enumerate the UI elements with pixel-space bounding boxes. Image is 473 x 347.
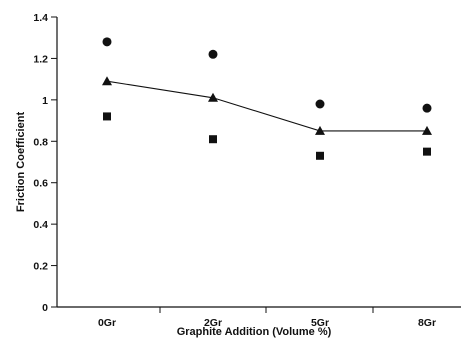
y-tick-label: 0.4 bbox=[33, 219, 48, 231]
series-line bbox=[106, 80, 427, 132]
circle-point bbox=[315, 99, 325, 109]
y-axis-ticks: 0 0.2 0.4 0.6 0.8 1 1.2 1.4 bbox=[33, 12, 57, 314]
y-tick-label: 0.6 bbox=[33, 178, 48, 190]
y-tick-label: 1 bbox=[42, 95, 48, 107]
y-tick-label: 0.8 bbox=[33, 136, 48, 148]
data-series bbox=[102, 37, 432, 160]
square-point bbox=[423, 147, 431, 156]
y-tick-label: 0.2 bbox=[33, 261, 48, 273]
circle-point bbox=[422, 103, 432, 113]
x-axis-ticks: 0Gr 2Gr 5Gr 8Gr bbox=[98, 307, 436, 329]
triangle-point bbox=[422, 125, 432, 135]
x-tick-label: 0Gr bbox=[98, 317, 116, 329]
y-tick-label: 0 bbox=[42, 302, 48, 314]
square-point bbox=[316, 151, 324, 160]
triangle-point bbox=[315, 125, 325, 135]
y-tick-label: 1.2 bbox=[33, 53, 48, 65]
square-point bbox=[209, 135, 217, 144]
axes bbox=[56, 17, 461, 308]
x-tick-label: 8Gr bbox=[418, 317, 436, 329]
square-point bbox=[103, 112, 111, 121]
x-tick-label: 5Gr bbox=[311, 317, 329, 329]
y-tick-label: 1.4 bbox=[33, 12, 48, 24]
y-axis-title: Friction Coefficient bbox=[15, 112, 27, 213]
circle-point bbox=[208, 49, 218, 59]
x-axis-title: Graphite Addition (Volume %) bbox=[177, 326, 332, 338]
circle-point bbox=[102, 37, 112, 47]
triangle-point bbox=[208, 92, 218, 102]
x-tick-label: 2Gr bbox=[204, 317, 222, 329]
triangle-point bbox=[102, 76, 112, 86]
